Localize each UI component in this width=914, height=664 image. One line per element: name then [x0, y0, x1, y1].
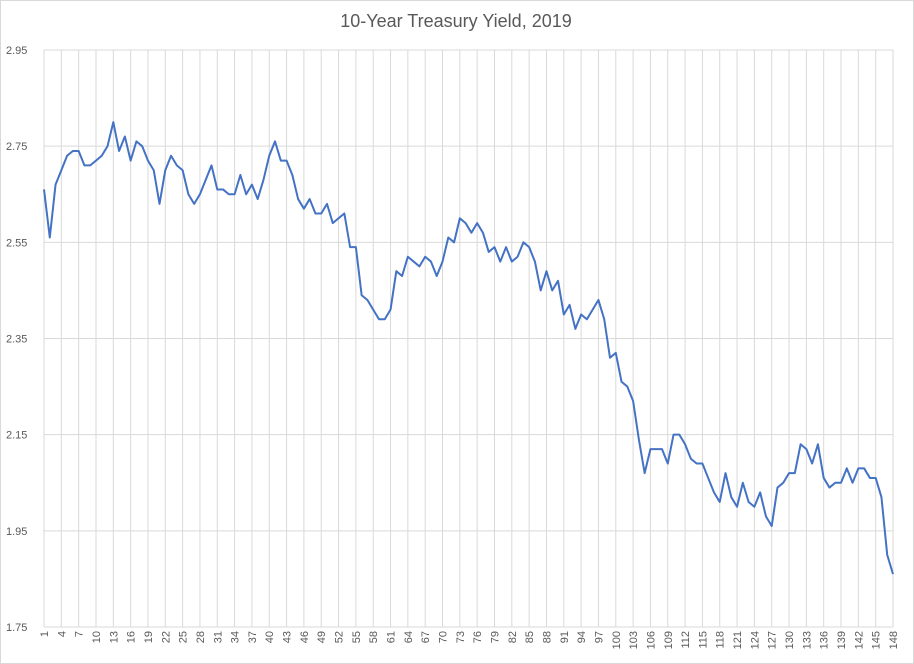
- x-tick-label: 55: [351, 631, 363, 643]
- x-tick-label: 91: [559, 631, 571, 643]
- x-tick-label: 115: [697, 631, 709, 649]
- y-tick-label: 2.95: [6, 45, 27, 57]
- x-tick-label: 34: [230, 631, 242, 643]
- y-axis-tick-labels: 2.95 2.75 2.55 2.35 2.15 1.95 1.75: [6, 45, 27, 634]
- y-tick-label: 1.95: [6, 526, 27, 538]
- x-tick-label: 70: [438, 631, 450, 643]
- x-tick-label: 28: [195, 631, 207, 643]
- x-tick-label: 10: [91, 631, 103, 643]
- x-tick-label: 4: [56, 631, 68, 637]
- x-tick-label: 76: [472, 631, 484, 643]
- x-tick-label: 25: [178, 631, 190, 643]
- x-tick-label: 82: [507, 631, 519, 643]
- x-tick-label: 145: [871, 631, 883, 649]
- x-tick-label: 109: [663, 631, 675, 649]
- x-tick-label: 43: [282, 631, 294, 643]
- x-tick-label: 127: [767, 631, 779, 649]
- x-tick-label: 22: [160, 631, 172, 643]
- x-tick-label: 64: [403, 631, 415, 643]
- y-tick-label: 1.75: [6, 622, 27, 634]
- x-tick-label: 61: [386, 631, 398, 643]
- x-tick-label: 100: [611, 631, 623, 649]
- y-tick-label: 2.15: [6, 430, 27, 442]
- x-tick-label: 37: [247, 631, 259, 643]
- x-tick-label: 67: [420, 631, 432, 643]
- y-tick-label: 2.35: [6, 334, 27, 346]
- x-tick-label: 106: [645, 631, 657, 649]
- series-layer: [43, 121, 894, 575]
- x-tick-label: 31: [212, 631, 224, 643]
- x-tick-label: 7: [74, 631, 86, 637]
- x-tick-label: 85: [524, 631, 536, 643]
- x-tick-label: 49: [316, 631, 328, 643]
- x-tick-label: 88: [541, 631, 553, 643]
- x-tick-label: 112: [680, 631, 692, 649]
- x-tick-label: 79: [489, 631, 501, 643]
- x-tick-label: 121: [732, 631, 744, 649]
- x-tick-label: 13: [108, 631, 120, 643]
- x-tick-label: 139: [836, 631, 848, 649]
- x-tick-label: 94: [576, 631, 588, 643]
- x-axis-tick-labels: 1 4 7 10 13 16 19 22 25 28 31 34 37 40 43 46 49 52 55 58 61 6…: [39, 631, 900, 649]
- x-tick-label: 58: [368, 631, 380, 643]
- x-tick-label: 124: [749, 631, 761, 649]
- x-tick-label: 142: [853, 631, 865, 649]
- x-tick-label: 103: [628, 631, 640, 649]
- x-tick-label: 133: [801, 631, 813, 649]
- y-tick-label: 2.75: [6, 141, 27, 153]
- x-tick-label: 40: [264, 631, 276, 643]
- x-tick-label: 73: [455, 631, 467, 643]
- x-tick-label: 46: [299, 631, 311, 643]
- x-tick-label: 1: [39, 631, 51, 637]
- x-tick-label: 136: [819, 631, 831, 649]
- y-tick-label: 2.55: [6, 237, 27, 249]
- x-tick-label: 148: [888, 631, 900, 649]
- chart-title: 10-Year Treasury Yield, 2019: [340, 11, 572, 31]
- series-line: [43, 121, 894, 575]
- x-tick-label: 16: [126, 631, 138, 643]
- x-tick-label: 97: [593, 631, 605, 643]
- x-tick-label: 130: [784, 631, 796, 649]
- x-tick-label: 19: [143, 631, 155, 643]
- x-tick-label: 52: [334, 631, 346, 643]
- gridlines: [43, 49, 894, 628]
- x-tick-label: 118: [715, 631, 727, 649]
